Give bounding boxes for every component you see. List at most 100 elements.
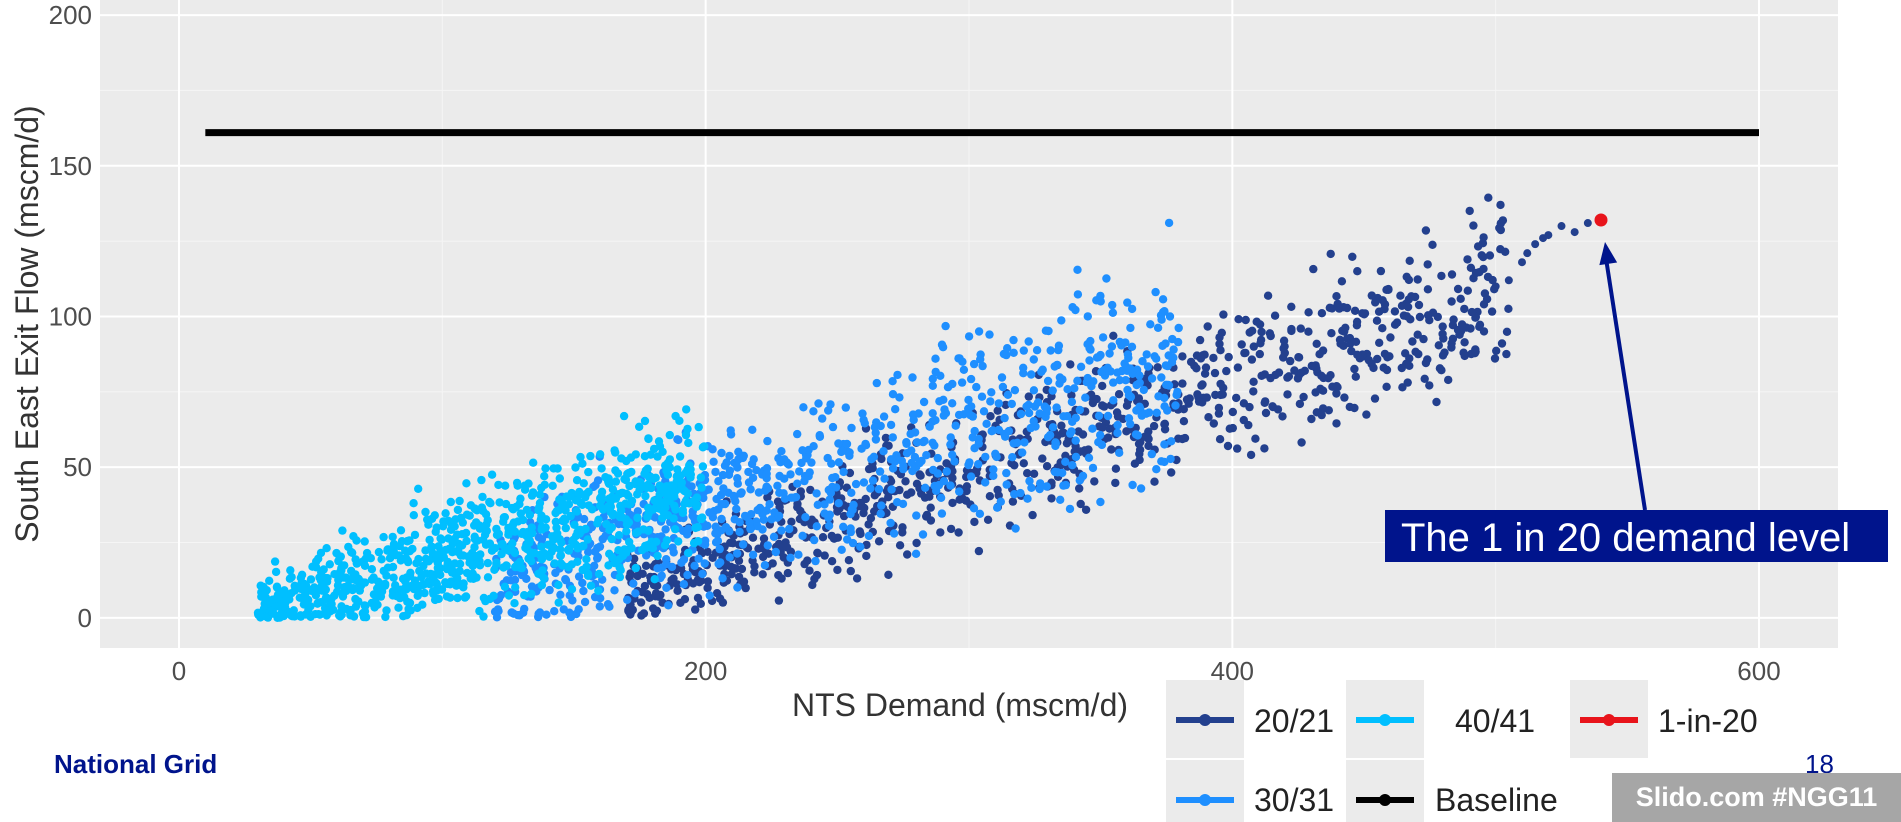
point-40-41 (509, 525, 518, 535)
point-40-41 (631, 528, 641, 538)
point-40-41 (499, 563, 508, 572)
point-20-21 (1255, 349, 1265, 359)
point-20-21 (1531, 240, 1540, 249)
point-40-41 (425, 535, 434, 545)
point-40-41 (582, 562, 591, 572)
point-30-31 (1019, 346, 1028, 355)
point-20-21 (1249, 377, 1258, 386)
point-30-31 (711, 467, 720, 477)
point-40-41 (311, 591, 321, 600)
point-30-31 (880, 474, 889, 483)
point-40-41 (268, 607, 277, 617)
point-30-31 (793, 429, 802, 439)
point-30-31 (568, 596, 577, 605)
point-20-21 (676, 598, 685, 607)
point-20-21 (1415, 312, 1425, 322)
point-40-41 (316, 548, 326, 558)
point-30-31 (834, 439, 843, 448)
point-40-41 (610, 446, 619, 455)
point-20-21 (1432, 397, 1441, 407)
point-40-41 (642, 481, 651, 490)
point-20-21 (728, 539, 738, 548)
point-30-31 (752, 466, 761, 475)
point-40-41 (409, 511, 418, 520)
point-30-31 (760, 561, 770, 570)
point-20-21 (703, 547, 712, 556)
point-40-41 (581, 493, 590, 502)
point-30-31 (610, 586, 619, 595)
point-40-41 (382, 571, 391, 580)
point-20-21 (1325, 303, 1335, 312)
point-40-41 (261, 587, 270, 596)
point-30-31 (969, 504, 979, 513)
point-30-31 (1019, 369, 1028, 378)
point-40-41 (410, 530, 420, 540)
point-20-21 (1332, 292, 1341, 301)
point-20-21 (1384, 284, 1393, 294)
point-40-41 (681, 496, 691, 506)
point-30-31 (763, 484, 773, 493)
point-30-31 (733, 583, 742, 592)
point-30-31 (700, 559, 709, 568)
point-30-31 (933, 453, 942, 463)
point-40-41 (436, 534, 445, 543)
point-30-31 (657, 571, 666, 580)
point-30-31 (690, 561, 699, 570)
point-20-21 (864, 464, 874, 474)
point-30-31 (974, 327, 984, 336)
point-40-41 (537, 580, 547, 590)
point-20-21 (1057, 421, 1066, 430)
point-20-21 (1327, 329, 1336, 338)
point-30-31 (716, 558, 725, 567)
point-30-31 (895, 393, 904, 402)
point-20-21 (1504, 304, 1513, 313)
point-30-31 (811, 556, 820, 566)
point-30-31 (798, 531, 807, 540)
point-30-31 (940, 405, 949, 414)
point-40-41 (596, 494, 605, 503)
point-30-31 (1085, 356, 1094, 365)
point-30-31 (1166, 454, 1175, 464)
point-20-21 (1335, 335, 1345, 344)
point-20-21 (1312, 339, 1321, 348)
point-40-41 (286, 566, 295, 575)
point-30-31 (915, 458, 924, 468)
point-30-31 (930, 441, 939, 450)
point-20-21 (1482, 294, 1492, 304)
point-40-41 (541, 464, 550, 473)
point-30-31 (864, 531, 874, 541)
point-30-31 (860, 419, 869, 428)
point-20-21 (1317, 371, 1326, 380)
point-40-41 (391, 551, 400, 560)
point-40-41 (689, 538, 699, 548)
point-40-41 (622, 527, 631, 536)
point-40-41 (347, 547, 356, 557)
point-30-31 (1107, 342, 1117, 351)
point-30-31 (1063, 385, 1072, 394)
point-40-41 (698, 513, 707, 522)
point-40-41 (396, 585, 406, 594)
point-20-21 (1433, 312, 1443, 322)
legend-label-baseline: Baseline (1435, 782, 1558, 818)
point-30-31 (1097, 367, 1106, 377)
point-30-31 (711, 522, 720, 531)
point-40-41 (651, 473, 660, 482)
point-30-31 (964, 395, 973, 405)
point-40-41 (636, 478, 645, 487)
point-40-41 (464, 552, 473, 561)
point-20-21 (1249, 342, 1259, 351)
point-40-41 (401, 553, 411, 563)
point-30-31 (550, 607, 559, 616)
point-20-21 (1335, 304, 1344, 313)
point-20-21 (1111, 478, 1120, 488)
point-20-21 (1332, 419, 1341, 428)
point-20-21 (955, 495, 964, 504)
point-20-21 (1297, 438, 1306, 447)
point-30-31 (794, 550, 803, 559)
point-30-31 (851, 479, 861, 489)
point-40-41 (432, 523, 441, 532)
point-30-31 (1037, 367, 1046, 376)
point-30-31 (1123, 298, 1132, 307)
point-40-41 (450, 522, 459, 531)
point-30-31 (1164, 218, 1174, 228)
